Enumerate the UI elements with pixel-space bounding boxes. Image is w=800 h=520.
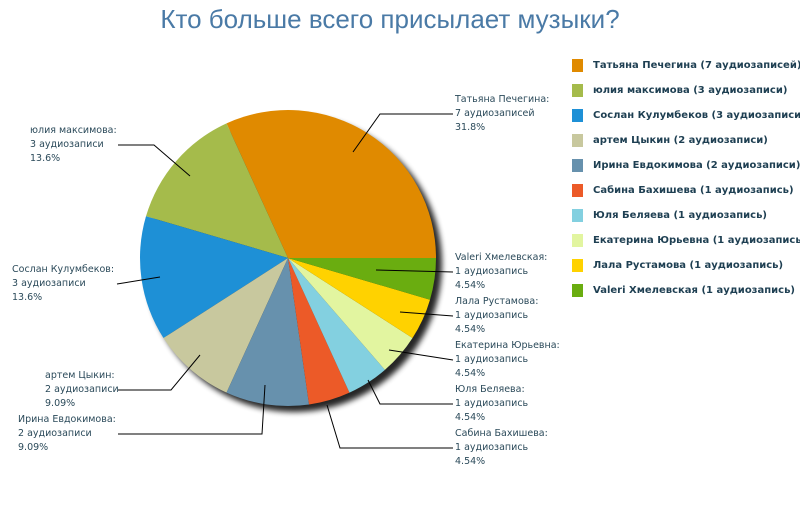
legend-swatch (572, 259, 583, 272)
legend-item: Екатерина Юрьевна (1 аудиозапись) (572, 228, 800, 253)
data-label: Екатерина Юрьевна: 1 аудиозапись 4.54% (455, 339, 560, 381)
label-percent: 4.54% (455, 324, 486, 335)
legend-item: Ирина Евдокимова (2 аудиозаписи) (572, 153, 800, 178)
pie-slice (288, 258, 350, 405)
label-name: Татьяна Печегина: (455, 94, 550, 105)
legend-swatch (572, 209, 583, 222)
label-percent: 4.54% (455, 368, 486, 379)
label-name: Valeri Хмелевская: (455, 252, 548, 263)
data-label: Ирина Евдокимова: 2 аудиозаписи 9.09% (18, 413, 116, 455)
legend-label: Лала Рустамова (1 аудиозапись) (593, 260, 784, 271)
legend-item: юлия максимова (3 аудиозаписи) (572, 78, 800, 103)
leader-line (367, 379, 453, 405)
data-label: Сабина Бахишева: 1 аудиозапись 4.54% (455, 427, 548, 469)
pie-slice (288, 258, 436, 300)
label-count: 1 аудиозапись (455, 398, 529, 409)
label-percent: 9.09% (18, 442, 49, 453)
label-count: 7 аудиозаписей (455, 108, 535, 119)
leader-line (118, 144, 191, 177)
pie-slice (145, 123, 288, 258)
legend-item: Татьяна Печегина (7 аудиозаписей) (572, 53, 800, 78)
data-label: Татьяна Печегина: 7 аудиозаписей 31.8% (455, 93, 549, 135)
legend-item: Юля Беляева (1 аудиозапись) (572, 203, 800, 228)
legend-swatch (572, 134, 583, 147)
leader-line (326, 404, 453, 449)
pie-slice (163, 258, 288, 393)
legend-label: артем Цыкин (2 аудиозаписи) (593, 135, 768, 146)
label-name: артем Цыкин: (45, 370, 115, 381)
label-name: Екатерина Юрьевна: (455, 340, 560, 351)
legend-label: Ирина Евдокимова (2 аудиозаписи) (593, 160, 800, 171)
label-name: Лала Рустамова: (455, 296, 539, 307)
pie-slice (140, 216, 288, 339)
legend-swatch (572, 109, 583, 122)
leader-line (375, 269, 454, 273)
legend-swatch (572, 284, 583, 297)
label-count: 3 аудиозаписи (12, 278, 86, 289)
legend-swatch (572, 84, 583, 97)
data-label: юлия максимова: 3 аудиозаписи 13.6% (30, 124, 117, 166)
label-count: 2 аудиозаписи (45, 384, 119, 395)
legend-label: Сослан Кулумбеков (3 аудиозаписи) (593, 110, 800, 121)
pie-slice (288, 258, 385, 393)
label-name: Ирина Евдокимова: (18, 414, 116, 425)
label-count: 1 аудиозапись (455, 310, 529, 321)
legend-label: Екатерина Юрьевна (1 аудиозапись) (593, 235, 800, 246)
data-label: Valeri Хмелевская: 1 аудиозапись 4.54% (455, 251, 547, 293)
leader-line (116, 276, 161, 285)
pie-slice (226, 109, 436, 258)
label-percent: 31.8% (455, 122, 486, 133)
label-percent: 9.09% (45, 398, 76, 409)
label-count: 1 аудиозапись (455, 266, 529, 277)
label-name: Сослан Кулумбеков: (12, 264, 115, 275)
label-name: Юля Беляева: (455, 384, 525, 395)
label-count: 1 аудиозапись (455, 354, 529, 365)
legend-label: Татьяна Печегина (7 аудиозаписей) (593, 60, 800, 71)
legend-swatch (572, 184, 583, 197)
legend-swatch (572, 234, 583, 247)
data-label: Юля Беляева: 1 аудиозапись 4.54% (455, 383, 528, 425)
leader-line (118, 354, 201, 391)
legend-item: Сабина Бахишева (1 аудиозапись) (572, 178, 800, 203)
legend-label: юлия максимова (3 аудиозаписи) (593, 85, 788, 96)
data-label: Лала Рустамова: 1 аудиозапись 4.54% (455, 295, 538, 337)
label-percent: 4.54% (455, 280, 486, 291)
label-count: 3 аудиозаписи (30, 139, 104, 150)
legend-item: Сослан Кулумбеков (3 аудиозаписи) (572, 103, 800, 128)
label-count: 2 аудиозаписи (18, 428, 92, 439)
label-percent: 13.6% (12, 292, 43, 303)
leader-line (388, 349, 454, 361)
label-name: Сабина Бахишева: (455, 428, 548, 439)
pie-slice (288, 258, 413, 370)
label-percent: 4.54% (455, 456, 486, 467)
label-name: юлия максимова: (30, 125, 117, 136)
leader-line (118, 384, 266, 435)
data-label: Сослан Кулумбеков: 3 аудиозаписи 13.6% (12, 263, 114, 305)
legend-swatch (572, 159, 583, 172)
label-count: 1 аудиозапись (455, 442, 529, 453)
label-percent: 13.6% (30, 153, 61, 164)
label-percent: 4.54% (455, 412, 486, 423)
legend-swatch (572, 59, 583, 72)
legend-label: Valeri Хмелевская (1 аудиозапись) (593, 285, 795, 296)
chart-title: Кто больше всего присылает музыки? (160, 4, 620, 34)
legend-label: Юля Беляева (1 аудиозапись) (593, 210, 767, 221)
legend-item: Valeri Хмелевская (1 аудиозапись) (572, 278, 800, 303)
leader-line (399, 311, 454, 317)
legend: Татьяна Печегина (7 аудиозаписей) юлия ма… (572, 53, 800, 303)
data-label: артем Цыкин: 2 аудиозаписи 9.09% (45, 369, 119, 411)
legend-label: Сабина Бахишева (1 аудиозапись) (593, 185, 794, 196)
pie-slice (288, 258, 431, 339)
leader-lines (116, 113, 454, 449)
leader-line (352, 113, 453, 153)
legend-item: Лала Рустамова (1 аудиозапись) (572, 253, 800, 278)
legend-item: артем Цыкин (2 аудиозаписи) (572, 128, 800, 153)
pie-slice (226, 258, 310, 406)
